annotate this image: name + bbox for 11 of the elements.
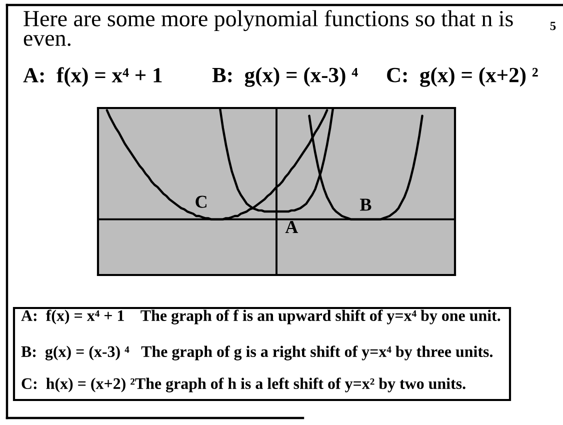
series-label: A (285, 221, 298, 233)
text: C: h(x) = (x+2) ²The graph of h is a left shift of y=x² by two units. (22, 378, 466, 392)
text: A: f(x) = x⁴ + 1 The graph of f is an upward shift of y=x⁴ by one unit. (21, 310, 500, 324)
text: A: f(x) = x⁴ + 1 (23, 67, 162, 87)
series-label: B (360, 198, 372, 211)
series-label: C (196, 196, 206, 208)
text: B: g(x) = (x-3) ⁴ (212, 67, 358, 87)
chart-title: Here are some more polynomial functions so that n is even. (24, 10, 513, 46)
text: C: g(x) = (x+2) ² (387, 67, 538, 87)
text: B: g(x) = (x-3) ⁴ The graph of g is a right shift of y=x⁴ by three units. (21, 346, 493, 360)
text: 5 (550, 22, 556, 30)
